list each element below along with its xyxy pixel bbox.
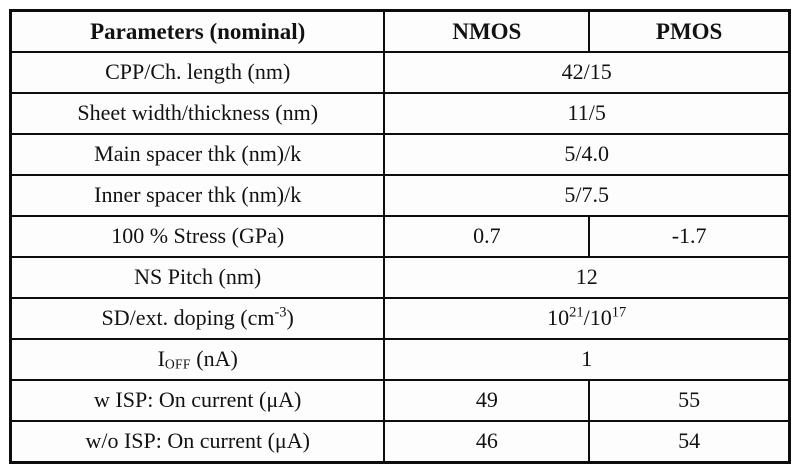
param-label: NS Pitch (nm) [9,256,386,299]
param-value-pmos: 55 [588,379,791,422]
param-label: Inner spacer thk (nm)/k [9,174,386,217]
param-label-superscript: -3 [274,305,287,322]
param-value-shared: 1021/1017 [383,297,791,340]
table-row: NS Pitch (nm) 12 [9,256,791,299]
header-parameters: Parameters (nominal) [9,9,386,53]
param-value-shared: 5/4.0 [383,133,791,176]
param-value-pmos: 54 [588,420,791,464]
param-value-shared: 42/15 [383,51,791,94]
value-superscript: 17 [611,305,627,322]
param-label: 100 % Stress (GPa) [9,215,386,258]
param-label: Sheet width/thickness (nm) [9,92,386,135]
param-label: w ISP: On current (μA) [9,379,386,422]
table-row: CPP/Ch. length (nm) 42/15 [9,51,791,94]
param-label-subscript: OFF [164,356,191,372]
param-label-text: (nA) [190,346,238,372]
param-label-text: ) [286,305,294,331]
param-label: Main spacer thk (nm)/k [9,133,386,176]
header-pmos: PMOS [588,9,791,53]
param-label-text: I [157,346,165,372]
table-row: w/o ISP: On current (μA) 46 54 [9,420,791,464]
param-value-shared: 5/7.5 [383,174,791,217]
value-text: /10 [583,305,612,331]
header-nmos: NMOS [383,9,591,53]
param-value-shared: 1 [383,338,791,381]
param-value-shared: 11/5 [383,92,791,135]
table-row: Sheet width/thickness (nm) 11/5 [9,92,791,135]
param-label: IOFF (nA) [9,338,386,381]
table-row: w ISP: On current (μA) 49 55 [9,379,791,422]
param-value-nmos: 0.7 [383,215,591,258]
table-header-row: Parameters (nominal) NMOS PMOS [9,9,791,53]
value-text: 10 [547,305,570,331]
param-label: CPP/Ch. length (nm) [9,51,386,94]
param-value-nmos: 46 [383,420,591,464]
table-row: Inner spacer thk (nm)/k 5/7.5 [9,174,791,217]
table-row: SD/ext. doping (cm-3) 1021/1017 [9,297,791,340]
table-row: IOFF (nA) 1 [9,338,791,381]
parameters-table: Parameters (nominal) NMOS PMOS CPP/Ch. l… [9,9,791,464]
param-value-shared: 12 [383,256,791,299]
param-value-pmos: -1.7 [588,215,791,258]
param-label: SD/ext. doping (cm-3) [9,297,386,340]
param-label: w/o ISP: On current (μA) [9,420,386,464]
param-value-nmos: 49 [383,379,591,422]
table-row: 100 % Stress (GPa) 0.7 -1.7 [9,215,791,258]
param-label-text: SD/ext. doping (cm [101,305,275,331]
table-row: Main spacer thk (nm)/k 5/4.0 [9,133,791,176]
value-superscript: 21 [569,305,584,322]
